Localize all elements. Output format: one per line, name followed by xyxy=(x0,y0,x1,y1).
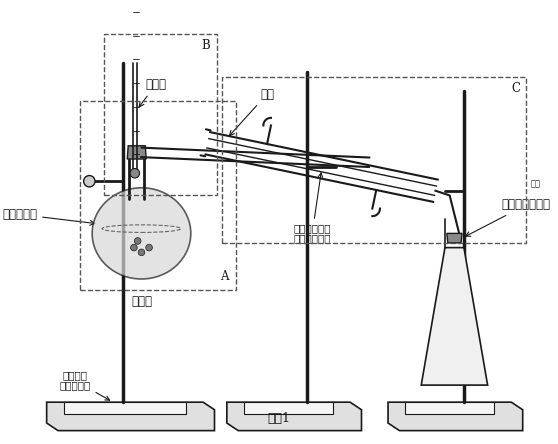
Circle shape xyxy=(146,244,152,251)
Text: アルミニウム箔: アルミニウム箔 xyxy=(465,198,551,236)
Polygon shape xyxy=(127,146,146,159)
Polygon shape xyxy=(64,402,186,413)
Text: A: A xyxy=(220,270,229,283)
Bar xyxy=(80,101,237,290)
Circle shape xyxy=(130,169,140,178)
Text: 酢酸エチル: 酢酸エチル xyxy=(2,208,95,225)
Text: C: C xyxy=(512,82,521,95)
Polygon shape xyxy=(244,402,333,413)
Polygon shape xyxy=(227,402,362,431)
Bar xyxy=(104,34,218,195)
Circle shape xyxy=(134,238,141,244)
Polygon shape xyxy=(388,402,523,431)
Text: 加熱装置
を置く場所: 加熱装置 を置く場所 xyxy=(60,371,109,400)
Polygon shape xyxy=(447,234,462,243)
Text: はく: はく xyxy=(530,180,540,188)
Text: 温度計: 温度計 xyxy=(139,78,166,107)
Text: B: B xyxy=(201,39,210,52)
Ellipse shape xyxy=(92,188,191,279)
Text: 沸騰石: 沸騰石 xyxy=(131,295,152,308)
Text: 枝管: 枝管 xyxy=(229,87,274,135)
Bar xyxy=(222,77,526,243)
Text: 図　1: 図 1 xyxy=(267,412,291,425)
Circle shape xyxy=(84,175,95,187)
Circle shape xyxy=(138,249,145,256)
Polygon shape xyxy=(421,248,488,385)
Polygon shape xyxy=(47,402,214,431)
Text: 冷却器の中で
水を流す方向: 冷却器の中で 水を流す方向 xyxy=(294,173,331,243)
Circle shape xyxy=(131,244,137,251)
Polygon shape xyxy=(405,402,494,413)
